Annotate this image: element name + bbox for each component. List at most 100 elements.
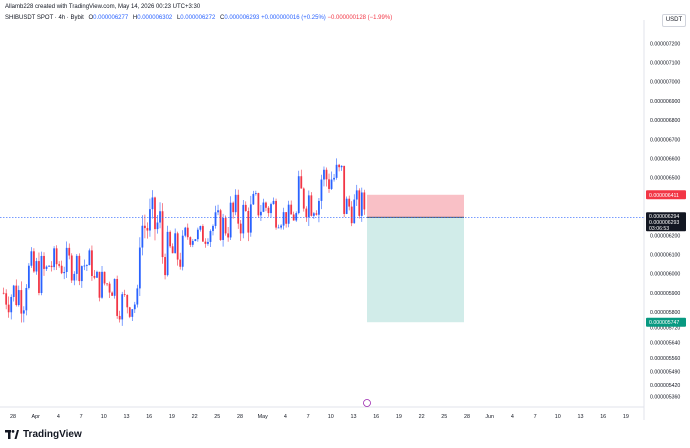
candle-body bbox=[325, 169, 328, 180]
tradingview-logo: TradingView bbox=[5, 429, 82, 440]
candle-body bbox=[310, 195, 313, 216]
close-value: 0.000006293 bbox=[224, 15, 260, 21]
candle-body bbox=[330, 179, 333, 189]
candlestick-series bbox=[2, 158, 366, 326]
x-tick-label: 28 bbox=[464, 414, 470, 420]
y-tick-label: 0.000006200 bbox=[650, 233, 680, 239]
x-tick-label: 16 bbox=[600, 414, 606, 420]
candle-body bbox=[249, 204, 252, 233]
candle-body bbox=[27, 265, 30, 288]
x-tick-label: 19 bbox=[396, 414, 402, 420]
candle-body bbox=[164, 257, 166, 276]
ohlc-legend: SHIBUSDT SPOT · 4h · Bybit O0.000006277 … bbox=[5, 15, 392, 21]
candle-body bbox=[234, 194, 237, 213]
x-tick-label: 28 bbox=[10, 414, 16, 420]
chart-header: Allamb228 created with TradingView.com, … bbox=[0, 0, 690, 28]
stop-price-tag: 0.000006411 bbox=[649, 193, 679, 199]
candle-body bbox=[232, 202, 235, 213]
candle-body bbox=[227, 233, 230, 238]
credit-text: Allamb228 created with TradingView.com, … bbox=[5, 4, 201, 10]
candle-body bbox=[355, 190, 358, 200]
candle-body bbox=[181, 235, 184, 267]
x-tick-label: 16 bbox=[146, 414, 152, 420]
x-tick-label: 22 bbox=[192, 414, 198, 420]
candle-body bbox=[161, 211, 164, 258]
candle-body bbox=[7, 304, 10, 313]
candle-body bbox=[222, 217, 224, 240]
candle-body bbox=[353, 199, 356, 224]
candle-body bbox=[60, 265, 63, 274]
candle-body bbox=[20, 290, 23, 314]
candle-body bbox=[302, 188, 305, 209]
y-tick-label: 0.000006000 bbox=[650, 272, 680, 278]
candle-body bbox=[244, 204, 247, 212]
x-tick-label: 7 bbox=[307, 414, 310, 420]
candle-body bbox=[111, 292, 114, 296]
candle-body bbox=[191, 241, 194, 245]
x-tick-label: 13 bbox=[351, 414, 357, 420]
target-price-tag: 0.000005747 bbox=[649, 320, 679, 326]
candle-body bbox=[202, 226, 204, 242]
candle-body bbox=[30, 251, 33, 266]
candle-body bbox=[186, 227, 189, 238]
y-tick-label: 0.000005640 bbox=[650, 341, 680, 347]
candle-body bbox=[98, 271, 101, 298]
candle-body bbox=[189, 237, 192, 245]
candle-body bbox=[239, 223, 242, 234]
candle-body bbox=[63, 271, 66, 274]
candle-body bbox=[270, 204, 272, 214]
candle-body bbox=[323, 169, 325, 180]
candle-body bbox=[247, 211, 250, 233]
candle-body bbox=[113, 278, 116, 296]
candle-body bbox=[350, 206, 353, 224]
candle-body bbox=[360, 192, 363, 216]
candle-body bbox=[282, 212, 285, 226]
candle-body bbox=[75, 255, 78, 274]
y-tick-label: 0.000005720 bbox=[650, 325, 680, 331]
candle-body bbox=[22, 310, 25, 314]
candle-body bbox=[73, 273, 76, 281]
event-marker-icon bbox=[363, 399, 371, 407]
candle-body bbox=[204, 241, 207, 244]
candle-body bbox=[237, 194, 240, 224]
candle-body bbox=[272, 200, 275, 205]
currency-button[interactable]: USDT bbox=[662, 14, 686, 27]
candle-body bbox=[363, 192, 366, 210]
y-tick-label: 0.000005560 bbox=[650, 356, 680, 362]
candle-body bbox=[254, 193, 257, 194]
x-tick-label: 28 bbox=[237, 414, 243, 420]
candle-body bbox=[17, 290, 20, 306]
candle-body bbox=[40, 255, 43, 294]
candle-body bbox=[328, 179, 330, 189]
y-tick-label: 0.000005360 bbox=[650, 394, 680, 400]
x-tick-label: May bbox=[258, 414, 268, 420]
candle-body bbox=[169, 231, 172, 247]
candle-body bbox=[277, 227, 280, 229]
symbol-label[interactable]: SHIBUSDT SPOT · 4h · Bybit bbox=[5, 15, 84, 21]
candle-body bbox=[252, 193, 255, 205]
candle-body bbox=[275, 200, 277, 228]
candle-body bbox=[43, 255, 45, 269]
candle-body bbox=[128, 307, 131, 317]
candle-body bbox=[116, 278, 119, 316]
candle-body bbox=[345, 198, 348, 214]
candle-body bbox=[179, 259, 182, 267]
candle-body bbox=[267, 207, 270, 214]
last-price-tag-bg bbox=[646, 212, 686, 232]
candle-body bbox=[229, 202, 232, 238]
close-label: C bbox=[220, 15, 225, 21]
x-tick-label: 25 bbox=[441, 414, 447, 420]
take-profit-zone bbox=[367, 217, 464, 323]
candle-body bbox=[333, 177, 335, 180]
candle-body bbox=[25, 287, 28, 311]
candle-body bbox=[146, 228, 149, 231]
x-tick-label: 19 bbox=[623, 414, 629, 420]
time-axis: 28 Apr 4 7 10 13 16 19 22 25 28 May 4 7 10 13 16 19 22 25 28… bbox=[0, 399, 644, 420]
y-tick-label: 0.000006600 bbox=[650, 157, 680, 163]
candle-body bbox=[38, 261, 40, 294]
candle-body bbox=[214, 212, 217, 226]
candle-body bbox=[55, 248, 58, 265]
candle-body bbox=[340, 165, 343, 168]
x-tick-label: 19 bbox=[169, 414, 175, 420]
